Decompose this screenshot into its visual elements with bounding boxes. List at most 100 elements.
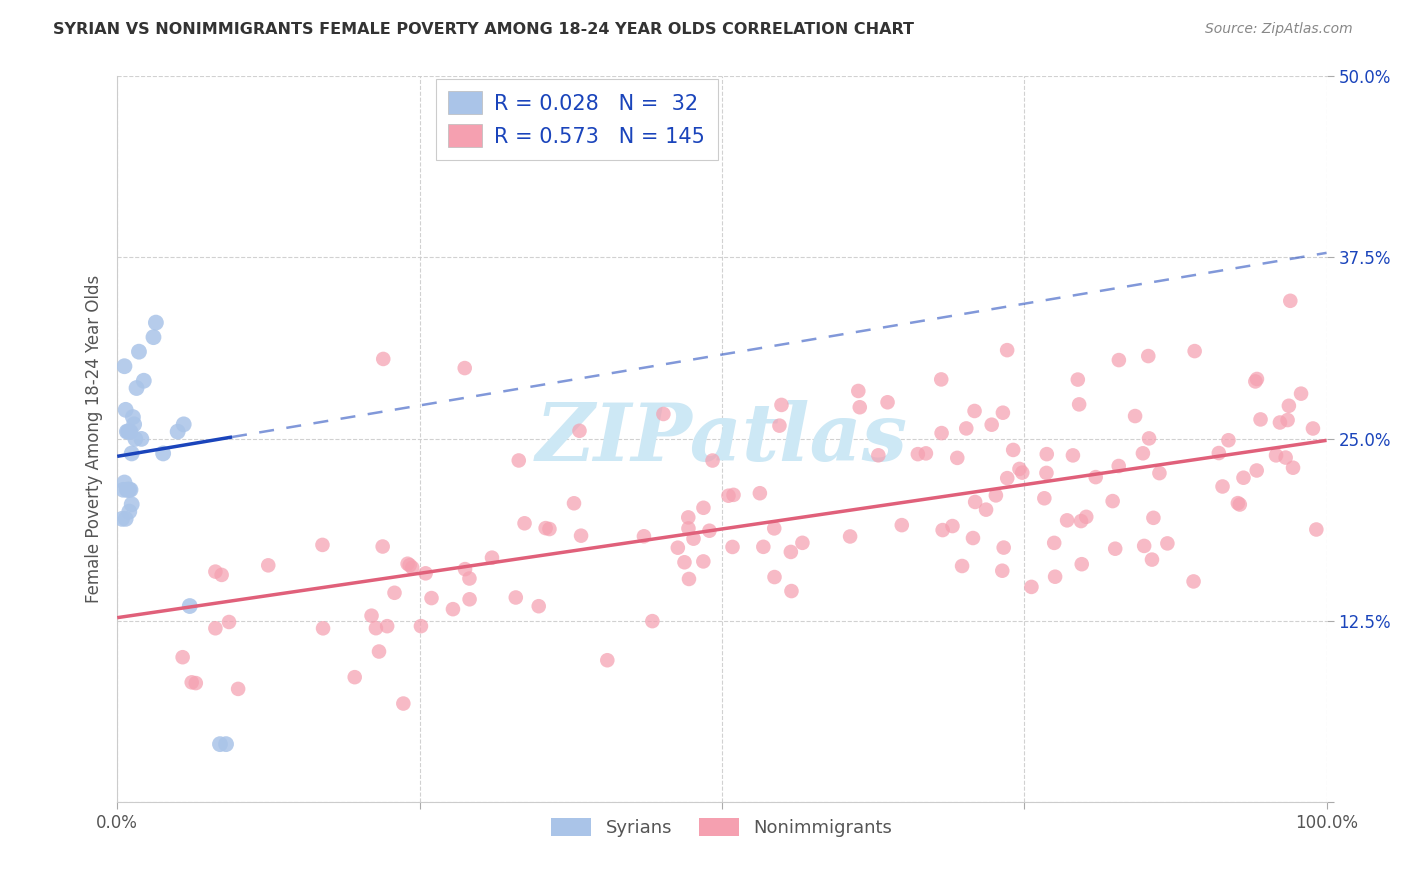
Point: [1104, 541, 1126, 556]
Point: [991, 406, 1014, 420]
Point: [112, 483, 135, 497]
Point: [117, 483, 139, 497]
Point: [770, 398, 793, 412]
Point: [1043, 536, 1066, 550]
Point: [166, 425, 188, 439]
Point: [114, 402, 136, 417]
Point: [1182, 574, 1205, 589]
Point: [1289, 386, 1312, 401]
Legend: Syrians, Nonimmigrants: Syrians, Nonimmigrants: [544, 810, 900, 844]
Point: [678, 572, 700, 586]
Point: [343, 670, 366, 684]
Point: [839, 529, 862, 543]
Point: [1076, 509, 1098, 524]
Point: [508, 453, 530, 467]
Point: [513, 516, 536, 531]
Point: [132, 374, 155, 388]
Point: [121, 497, 143, 511]
Point: [984, 488, 1007, 502]
Point: [1084, 470, 1107, 484]
Point: [208, 737, 231, 751]
Point: [763, 521, 786, 535]
Point: [118, 483, 141, 497]
Point: [152, 446, 174, 460]
Point: [1244, 375, 1267, 389]
Point: [1277, 413, 1299, 427]
Point: [1229, 498, 1251, 512]
Point: [184, 676, 207, 690]
Point: [692, 500, 714, 515]
Point: [929, 372, 952, 386]
Point: [1212, 479, 1234, 493]
Point: [505, 591, 527, 605]
Point: [763, 570, 786, 584]
Point: [204, 565, 226, 579]
Point: [131, 432, 153, 446]
Point: [699, 524, 721, 538]
Point: [848, 401, 870, 415]
Point: [125, 381, 148, 395]
Point: [1067, 373, 1090, 387]
Point: [1035, 447, 1057, 461]
Point: [401, 560, 423, 574]
Point: [538, 522, 561, 536]
Point: [114, 512, 136, 526]
Point: [721, 540, 744, 554]
Point: [384, 586, 406, 600]
Point: [1137, 431, 1160, 445]
Point: [962, 531, 984, 545]
Point: [1156, 536, 1178, 550]
Point: [373, 351, 395, 366]
Point: [458, 572, 481, 586]
Point: [991, 564, 1014, 578]
Point: [1021, 580, 1043, 594]
Point: [915, 446, 938, 460]
Point: [780, 584, 803, 599]
Point: [941, 519, 963, 533]
Point: [1101, 494, 1123, 508]
Point: [993, 541, 1015, 555]
Point: [458, 592, 481, 607]
Point: [678, 510, 700, 524]
Y-axis label: Female Poverty Among 18-24 Year Olds: Female Poverty Among 18-24 Year Olds: [86, 275, 103, 603]
Point: [779, 545, 801, 559]
Point: [702, 453, 724, 467]
Point: [204, 621, 226, 635]
Point: [1274, 450, 1296, 465]
Point: [1149, 466, 1171, 480]
Point: [145, 316, 167, 330]
Point: [111, 512, 134, 526]
Point: [226, 681, 249, 696]
Text: Source: ZipAtlas.com: Source: ZipAtlas.com: [1205, 22, 1353, 37]
Point: [1008, 462, 1031, 476]
Point: [117, 425, 139, 439]
Point: [368, 644, 391, 658]
Point: [1302, 421, 1324, 435]
Point: [752, 540, 775, 554]
Point: [1140, 552, 1163, 566]
Point: [1282, 460, 1305, 475]
Point: [257, 558, 280, 573]
Point: [180, 675, 202, 690]
Point: [995, 471, 1018, 485]
Point: [218, 615, 240, 629]
Point: [890, 518, 912, 533]
Text: SYRIAN VS NONIMMIGRANTS FEMALE POVERTY AMONG 18-24 YEAR OLDS CORRELATION CHART: SYRIAN VS NONIMMIGRANTS FEMALE POVERTY A…: [53, 22, 914, 37]
Point: [876, 395, 898, 409]
Point: [723, 488, 745, 502]
Point: [682, 532, 704, 546]
Point: [1108, 353, 1130, 368]
Point: [121, 446, 143, 460]
Point: [375, 619, 398, 633]
Point: [633, 529, 655, 543]
Point: [1043, 570, 1066, 584]
Point: [1062, 449, 1084, 463]
Point: [1246, 372, 1268, 386]
Point: [142, 330, 165, 344]
Point: [1070, 514, 1092, 528]
Point: [569, 529, 592, 543]
Point: [172, 650, 194, 665]
Point: [120, 483, 142, 497]
Point: [534, 521, 557, 535]
Point: [173, 417, 195, 432]
